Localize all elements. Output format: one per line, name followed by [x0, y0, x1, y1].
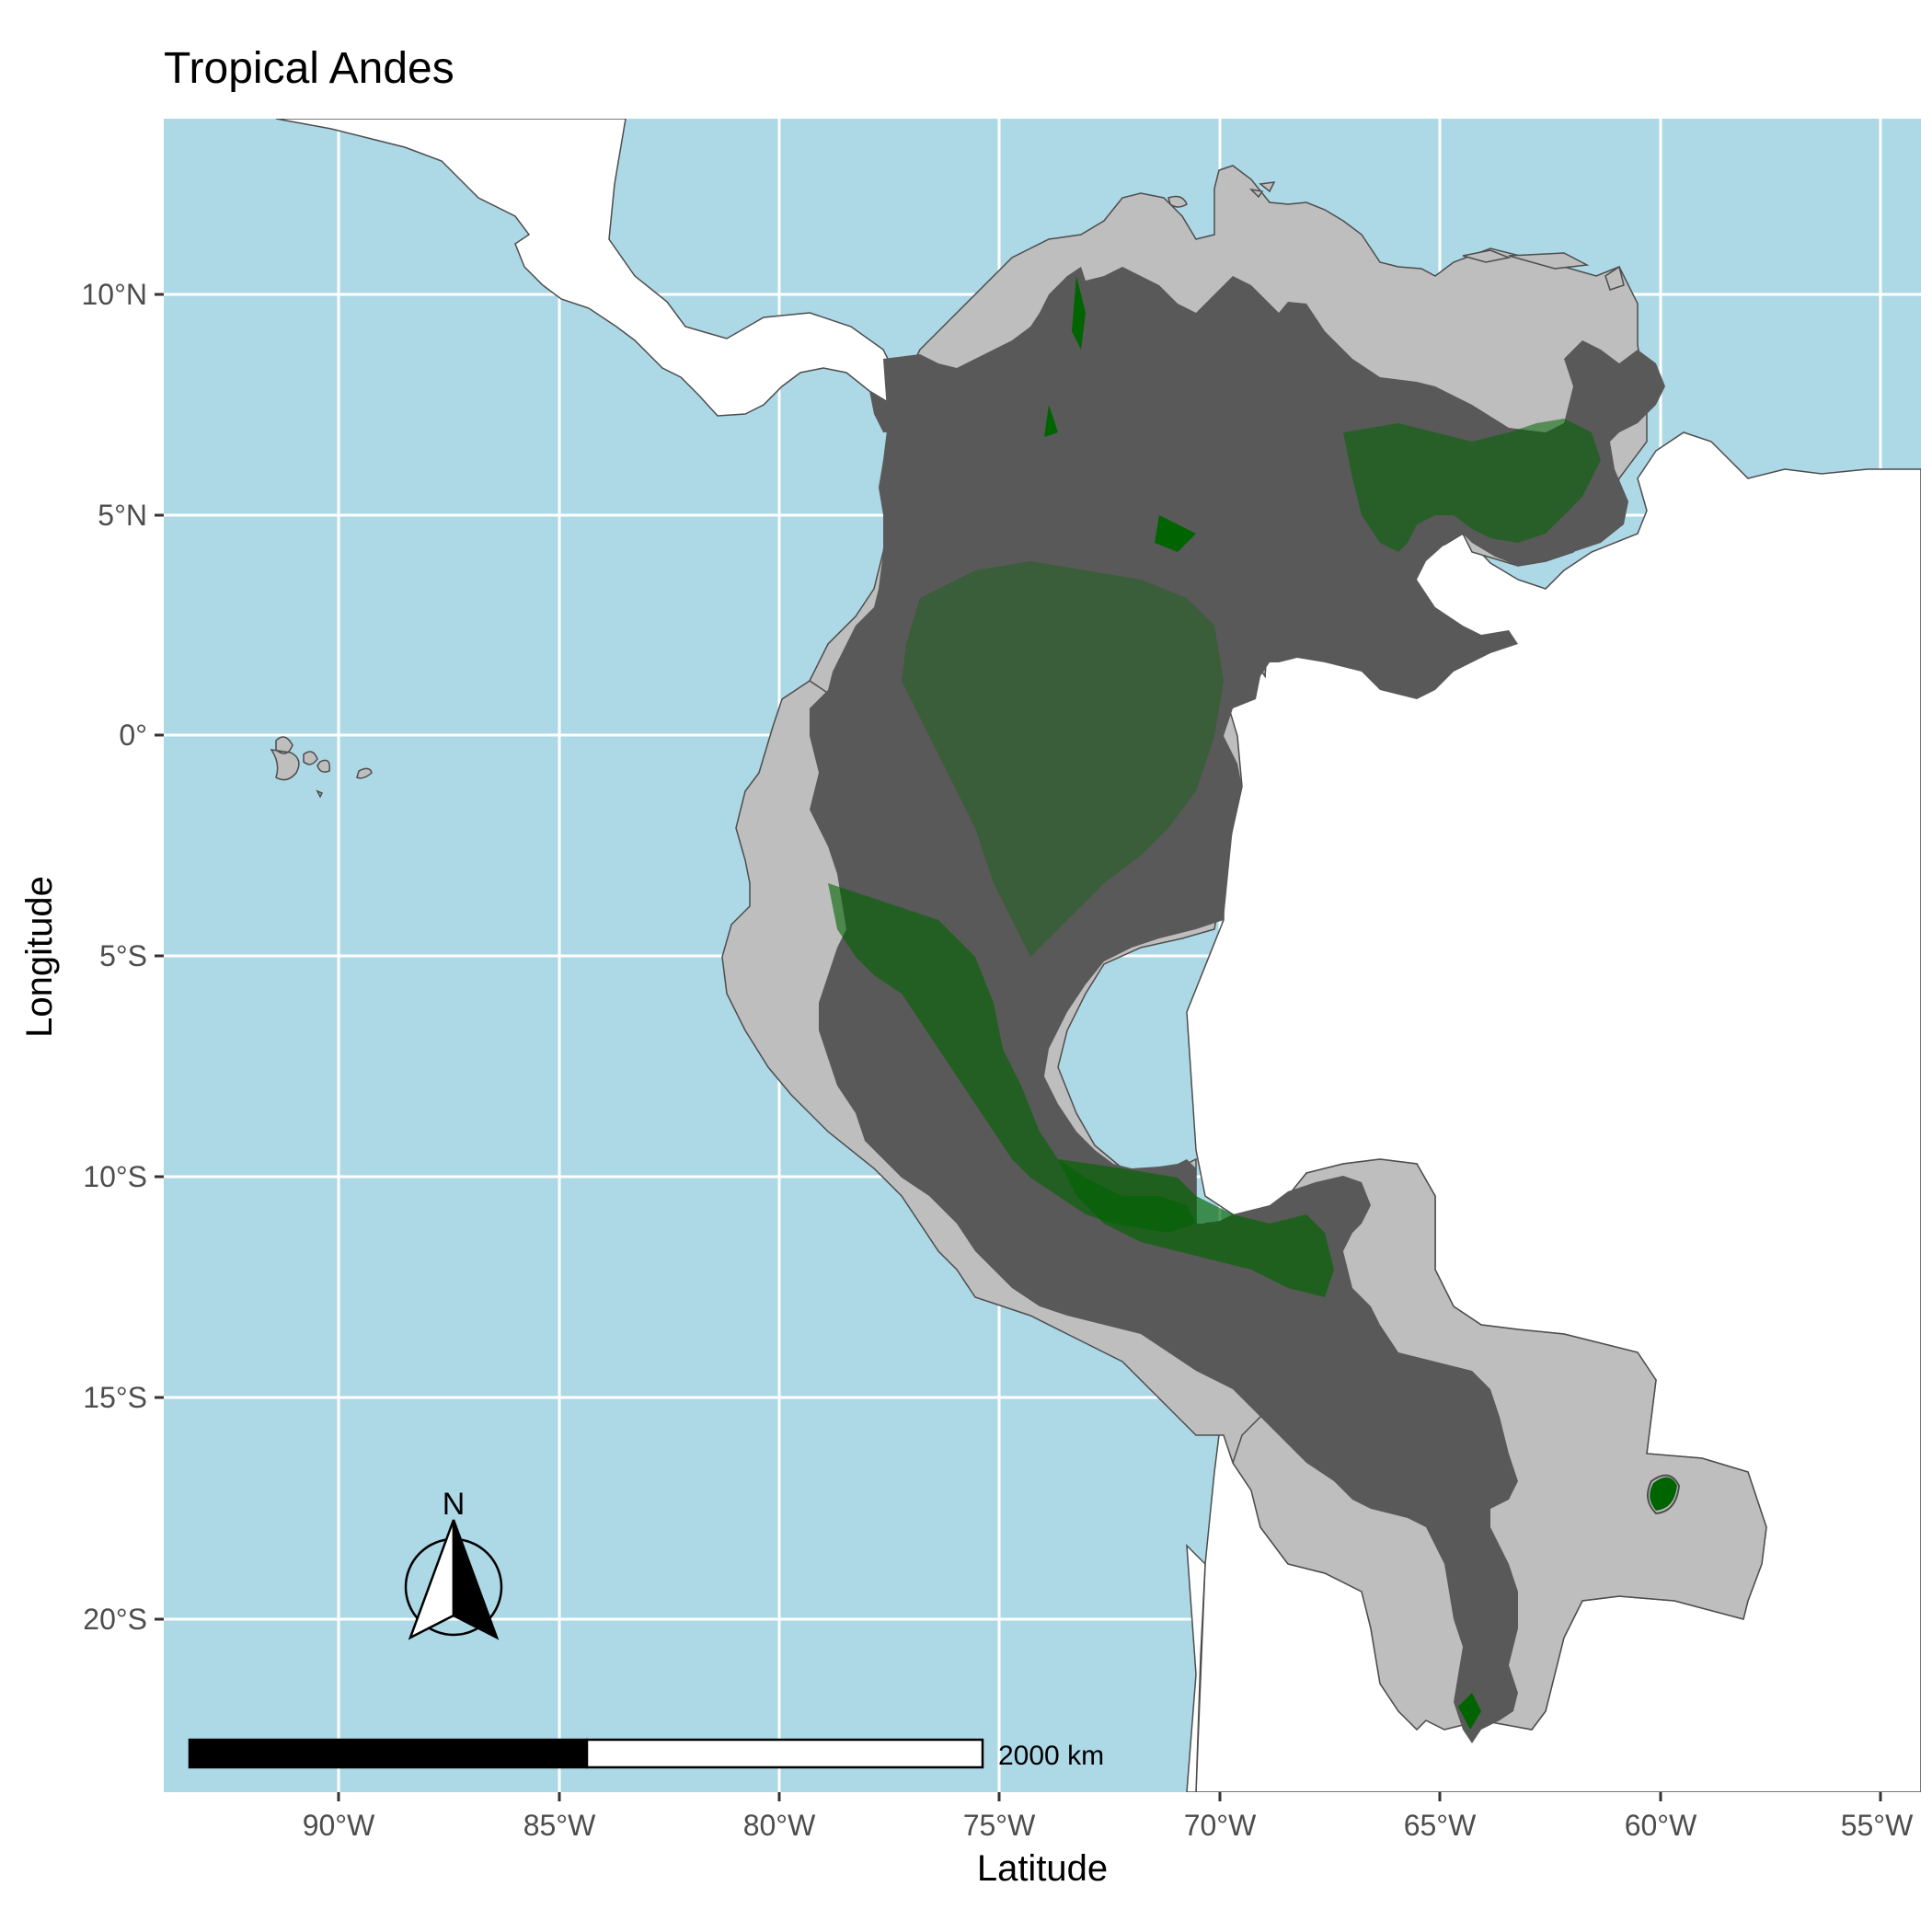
- y-tick-label: 5°S: [99, 939, 147, 972]
- north-arrow-right: [452, 1519, 500, 1640]
- x-tick-label: 55°W: [1841, 1809, 1914, 1842]
- panama-dark: [869, 391, 897, 432]
- x-tick-label: 90°W: [303, 1809, 375, 1842]
- y-tick-label: 0°: [119, 719, 147, 752]
- north-arrow-label: N: [443, 1487, 466, 1522]
- caribbean-islands: [1167, 181, 1625, 291]
- y-axis: 10°N 5°N 0° 5°S 10°S 15°S 20°S Longitude: [19, 278, 164, 1636]
- x-axis-title: Latitude: [977, 1848, 1108, 1889]
- scale-bar: 2000 km: [188, 1738, 1104, 1771]
- forest-bolivia-south: [1458, 1693, 1481, 1730]
- x-tick-label: 85°W: [523, 1809, 596, 1842]
- bolivia-hotspot-outline: [1647, 1474, 1681, 1515]
- x-tick-label: 60°W: [1625, 1809, 1697, 1842]
- x-tick-label: 80°W: [743, 1809, 816, 1842]
- central-america: [275, 119, 903, 417]
- x-tick-label: 75°W: [963, 1809, 1036, 1842]
- y-axis-title: Longitude: [19, 876, 60, 1038]
- forest-cover: [828, 276, 1677, 1730]
- forest-peru-south: [1058, 1159, 1334, 1297]
- forest-bolivia-spot: [1650, 1477, 1677, 1511]
- hotspot-region: [810, 267, 1665, 1743]
- forest-peru-central: [828, 883, 1196, 1233]
- y-tick-label: 10°N: [82, 278, 148, 311]
- map-title: Tropical Andes: [164, 44, 454, 93]
- map-panel: [164, 119, 1921, 1792]
- scale-bar-black: [188, 1738, 589, 1769]
- x-tick-label: 70°W: [1184, 1809, 1257, 1842]
- forest-amazon-west: [902, 561, 1224, 957]
- y-tick-label: 20°S: [83, 1603, 147, 1636]
- north-arrow: N: [404, 1487, 503, 1640]
- chile-strip: [1186, 1544, 1206, 1792]
- y-tick-label: 10°S: [83, 1160, 147, 1193]
- y-tick-label: 15°S: [83, 1381, 147, 1414]
- northern-andes: [810, 267, 1665, 1743]
- forest-guiana: [1343, 419, 1601, 552]
- y-tick-label: 5°N: [98, 499, 147, 532]
- scale-bar-label: 2000 km: [998, 1741, 1104, 1771]
- x-tick-label: 65°W: [1404, 1809, 1477, 1842]
- scale-bar-white: [585, 1738, 984, 1769]
- galapagos: [270, 736, 373, 799]
- x-axis: 90°W 85°W 80°W 75°W 70°W 65°W 60°W 55°W …: [303, 1792, 1914, 1889]
